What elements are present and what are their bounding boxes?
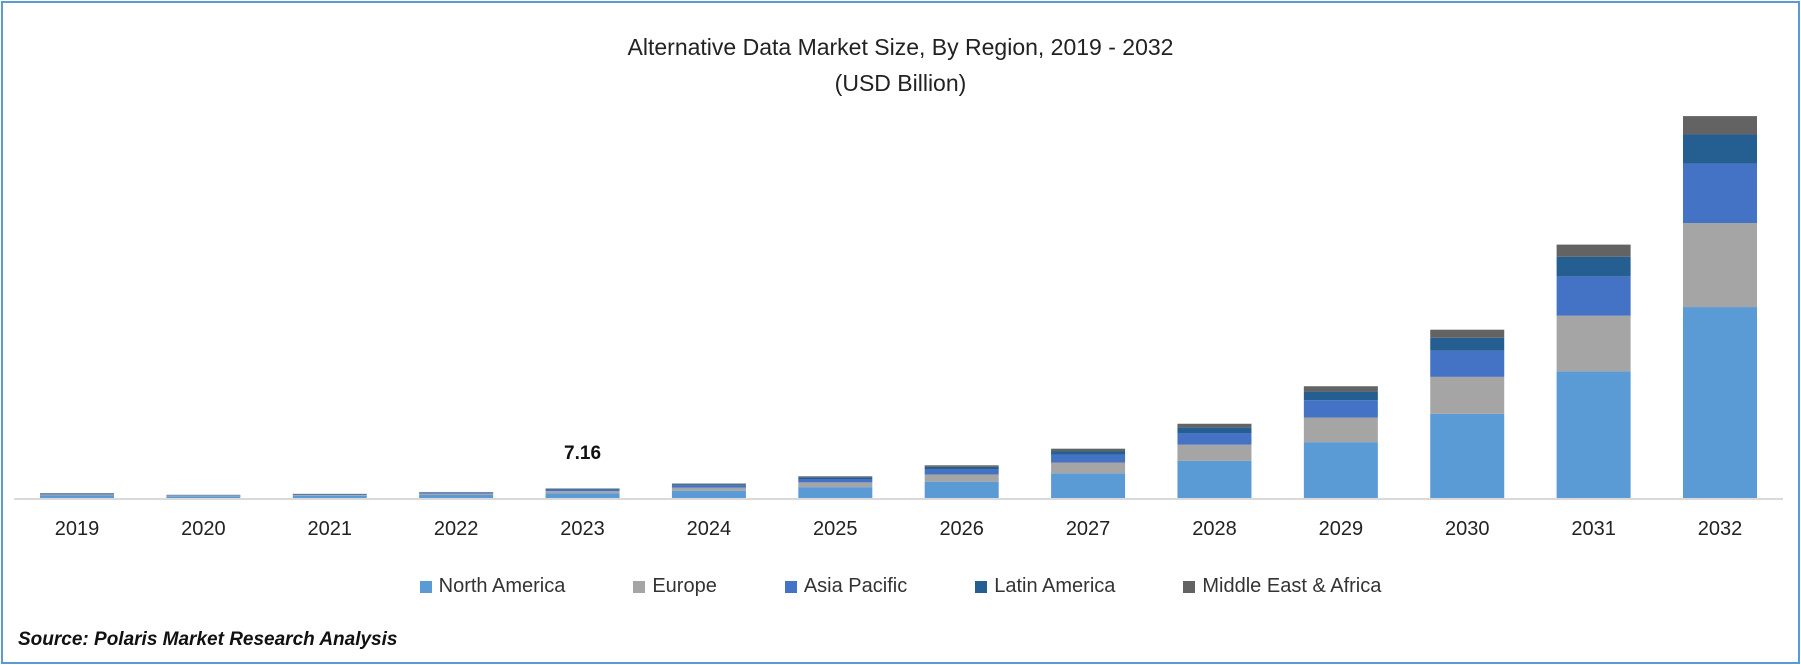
x-tick-label: 2031 [1571,518,1616,540]
bar-latin-america-2025 [798,477,873,480]
bar-asia-pacific-2021 [292,494,367,496]
x-tick-label: 2030 [1445,518,1490,540]
x-tick-label: 2026 [939,518,984,540]
bar-europe-2026 [924,474,999,482]
x-tick-label: 2025 [813,518,858,540]
legend-swatch [975,580,988,593]
bar-latin-america-2031 [1556,256,1631,277]
bar-asia-pacific-2031 [1556,276,1631,316]
bar-latin-america-2028 [1177,427,1252,434]
bar-asia-pacific-2023 [545,489,620,492]
bar-north-america-2024 [671,490,746,498]
chart-title: Alternative Data Market Size, By Region,… [627,34,1174,60]
x-tick-label: 2029 [1319,518,1364,540]
bar-north-america-2029 [1303,442,1378,498]
legend: North America Europe Asia Pacific Latin Ame… [0,575,1801,598]
bar-north-america-2028 [1177,460,1252,498]
bar-asia-pacific-2029 [1303,400,1378,418]
bar-north-america-2027 [1051,473,1126,498]
x-tick-label: 2027 [1066,518,1111,540]
legend-swatch [784,580,797,593]
x-tick-label: 2024 [687,518,732,540]
bar-middle-east-africa-2031 [1556,244,1631,257]
bar-europe-2029 [1303,417,1378,443]
x-tick-label: 2032 [1698,518,1743,540]
bar-north-america-2025 [798,487,873,498]
bar-europe-2032 [1683,223,1757,308]
bar-middle-east-africa-2029 [1303,386,1378,392]
legend-item: Europe [633,575,717,598]
bar-asia-pacific-2026 [924,469,999,475]
legend-item: Latin America [975,575,1115,598]
x-tick-label: 2020 [181,518,226,540]
x-tick-label: 2022 [434,518,479,540]
bar-europe-2030 [1430,376,1505,414]
bar-asia-pacific-2032 [1683,163,1757,224]
legend-label: Asia Pacific [803,575,908,597]
bar-latin-america-2026 [924,466,999,470]
bar-europe-2024 [671,487,746,491]
legend-swatch [419,580,432,593]
bar-north-america-2021 [292,495,367,498]
legend-label: Europe [652,575,717,597]
source-note: Source: Polaris Market Research Analysis [18,629,398,650]
bar-asia-pacific-2030 [1430,350,1505,377]
legend-swatch [1183,580,1196,593]
bar-middle-east-africa-2024 [671,483,746,485]
bar-latin-america-2030 [1430,337,1505,351]
bar-middle-east-africa-2030 [1430,329,1505,338]
bar-asia-pacific-2019 [40,493,114,495]
bar-latin-america-2023 [545,488,620,490]
bar-north-america-2019 [40,495,114,498]
legend-label: Middle East & Africa [1202,575,1382,597]
x-tick-label: 2021 [308,518,353,540]
bar-asia-pacific-2025 [798,479,873,483]
bar-north-america-2031 [1556,371,1631,498]
legend-label: Latin America [994,575,1116,597]
chart-subtitle: (USD Billion) [834,70,967,96]
legend-item: Asia Pacific [784,575,908,598]
bar-europe-2023 [545,491,620,494]
x-tick-label: 2028 [1192,518,1237,540]
bar-north-america-2030 [1430,413,1505,498]
bar-europe-2020 [166,495,241,497]
bar-middle-east-africa-2028 [1177,423,1252,428]
bar-middle-east-africa-2026 [924,465,999,467]
bar-europe-2021 [292,495,367,496]
bar-north-america-2023 [545,493,620,498]
bar-middle-east-africa-2027 [1051,448,1126,452]
bar-asia-pacific-2022 [419,492,494,494]
bar-europe-2019 [40,494,114,496]
bar-europe-2022 [419,493,494,495]
bar-north-america-2022 [419,494,494,498]
legend-label: North America [438,575,566,597]
bar-europe-2031 [1556,315,1631,372]
bar-north-america-2020 [166,496,241,498]
bar-middle-east-africa-2025 [798,476,873,478]
legend-item: Middle East & Africa [1183,575,1381,598]
legend-item: North America [419,575,566,598]
bar-latin-america-2024 [671,484,746,486]
x-tick-label: 2019 [55,518,100,540]
bar-north-america-2032 [1683,307,1757,498]
bar-asia-pacific-2027 [1051,454,1126,463]
bar-europe-2025 [798,482,873,488]
bar-middle-east-africa-2032 [1683,116,1757,135]
bar-north-america-2026 [924,481,999,498]
bar-latin-america-2027 [1051,451,1126,455]
x-tick-label: 2023 [560,518,605,540]
bar-europe-2027 [1051,462,1126,474]
bar-europe-2028 [1177,444,1252,461]
bar-asia-pacific-2024 [671,485,746,488]
legend-swatch [633,580,646,593]
bar-latin-america-2032 [1683,134,1757,164]
bar-latin-america-2029 [1303,391,1378,401]
data-label: 7.16 [564,443,601,464]
bar-asia-pacific-2028 [1177,433,1252,445]
